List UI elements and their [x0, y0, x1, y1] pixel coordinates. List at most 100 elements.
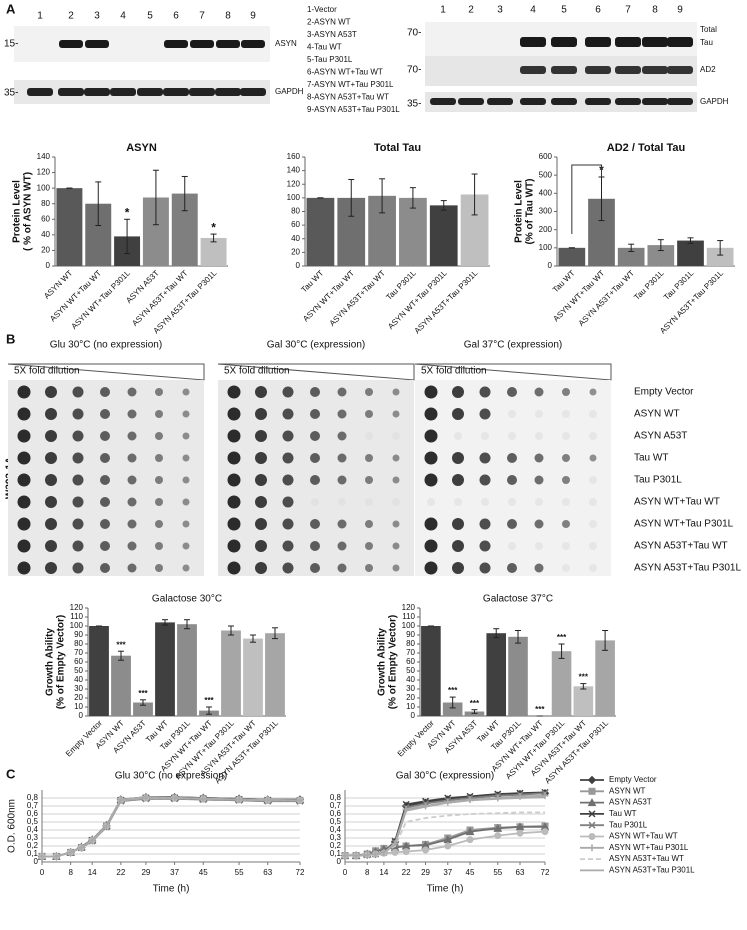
band	[520, 98, 546, 105]
row-label: ASYN A53T+Tau WT	[634, 541, 728, 552]
legend-label: Tau WT	[609, 809, 637, 818]
spot	[255, 474, 267, 486]
spot	[155, 410, 163, 418]
spot	[45, 430, 57, 442]
spot	[182, 410, 190, 418]
y-tick-label: 40	[291, 234, 300, 243]
spot	[182, 388, 190, 396]
spot	[100, 431, 110, 441]
spot	[72, 518, 84, 530]
marker: 70-	[407, 28, 421, 39]
row-label: ASYN A53T	[634, 431, 687, 442]
spot	[424, 539, 438, 553]
lane-number: 7	[625, 5, 631, 16]
significance: ***	[557, 633, 567, 642]
spot	[17, 517, 31, 531]
legend-marker	[588, 844, 596, 852]
spot	[155, 520, 163, 528]
x-tick-label: Tau P301L	[632, 268, 666, 302]
band	[240, 88, 266, 96]
dilution-label: 5X fold dilution	[14, 366, 80, 377]
spot	[337, 475, 347, 485]
x-tick-label: ASYN A53T+Tau P301L	[413, 268, 480, 335]
spot	[282, 540, 294, 552]
band	[615, 98, 641, 105]
marker	[444, 842, 452, 850]
y-tick-label: 40	[74, 675, 83, 684]
spot	[45, 386, 57, 398]
band	[487, 98, 513, 105]
y-axis-label: Protein Level	[514, 180, 525, 243]
y-tick-label: 20	[406, 693, 415, 702]
spot	[562, 564, 570, 572]
y-tick-label: 10	[406, 702, 415, 711]
y-tick-label: 50	[406, 666, 415, 675]
x-tick-label: ASYN WT+Tau P301L	[386, 268, 449, 331]
spot	[127, 519, 137, 529]
spot	[337, 541, 347, 551]
band	[241, 40, 265, 48]
spot	[424, 451, 438, 465]
spot	[452, 474, 464, 486]
spot	[589, 432, 597, 440]
spot	[72, 386, 84, 398]
spot	[507, 387, 517, 397]
spot	[481, 432, 489, 440]
row-label: ASYN A53T+Tau P301L	[634, 563, 741, 574]
y-tick-label: 0,8	[27, 793, 39, 802]
spot	[365, 388, 373, 396]
spot	[45, 518, 57, 530]
y-tick-label: 110	[70, 612, 83, 621]
y-tick-label: 0,6	[330, 809, 342, 818]
y-tick-label: 0,1	[27, 849, 39, 858]
x-tick-label: ASYN WT+Tau P301L	[69, 268, 132, 331]
lane-number: 8	[225, 11, 231, 22]
spot	[255, 540, 267, 552]
spot	[72, 496, 84, 508]
spot	[282, 386, 294, 398]
blot-key: 3-ASYN A53T	[307, 30, 357, 39]
x-tick-label: 55	[493, 868, 502, 877]
marker: 35-	[4, 88, 18, 99]
bar	[133, 702, 153, 716]
spot	[392, 432, 400, 440]
spot	[155, 388, 163, 396]
x-tick-label: 0	[40, 868, 45, 877]
spot	[589, 564, 597, 572]
series-line	[345, 811, 545, 857]
lane-number: 9	[677, 5, 683, 16]
spot	[282, 496, 294, 508]
bar	[573, 686, 594, 716]
band	[667, 66, 693, 74]
spot	[479, 474, 491, 486]
spot	[337, 431, 347, 441]
y-axis-label: Protein Level	[12, 180, 23, 243]
spot	[45, 540, 57, 552]
bar	[265, 633, 285, 716]
band	[615, 37, 641, 47]
marker: 35-	[407, 99, 421, 110]
band	[551, 98, 577, 105]
band	[189, 88, 215, 96]
y-tick-label: 100	[287, 193, 301, 202]
band	[615, 66, 641, 74]
spot	[365, 520, 373, 528]
chart-title: ASYN	[126, 142, 157, 154]
spot	[365, 498, 373, 506]
spot	[227, 385, 241, 399]
dilution-triangle	[7, 363, 205, 381]
bar	[399, 197, 427, 266]
bar	[558, 247, 586, 266]
spot	[535, 542, 543, 550]
y-tick-label: 60	[406, 657, 415, 666]
spot	[182, 498, 190, 506]
spot	[427, 498, 435, 506]
spot	[392, 542, 400, 550]
spot	[155, 476, 163, 484]
y-tick-label: 140	[287, 166, 301, 175]
significance: *	[211, 220, 216, 234]
spot	[127, 409, 137, 419]
row-label: ASYN WT+Tau P301L	[634, 519, 734, 530]
y-tick-label: 80	[406, 639, 415, 648]
y-tick-label: 0	[411, 711, 416, 720]
